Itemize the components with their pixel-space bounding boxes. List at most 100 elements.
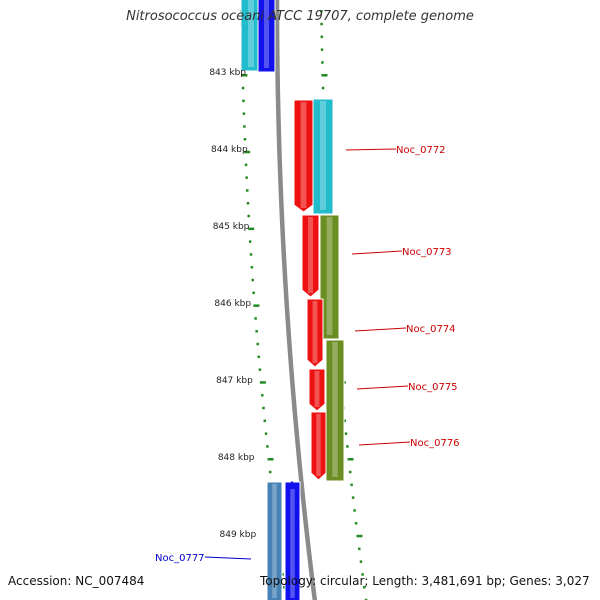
gc-inner-dot [247,214,250,218]
gc-outer-dot [354,522,358,525]
gene-label-leader [351,250,403,255]
ruler-tick-label: 847 kbp [216,376,253,386]
gc-inner-dot [244,163,248,167]
gc-outer-dot [348,470,352,474]
cds-feature-noc-0772-highlight [300,102,307,208]
ruler-tick-label: 846 kbp [214,299,251,309]
cog-feature-olive-highlight [326,217,333,335]
gene-label-leader [356,385,409,390]
gc-outer-dot [320,48,324,51]
gc-outer-dot [321,86,325,90]
gc-outer-dot [359,560,363,563]
ruler-tick-label: 845 kbp [213,222,250,232]
cds-feature-noc-0774[interactable] [306,298,324,368]
cds-feature-noc-0777-highlight [290,484,295,598]
cds-feature-noc-0776[interactable] [310,411,327,481]
cog-feature-cyan-highlight [320,101,326,210]
gc-inner-dot [255,330,258,333]
map-title: Nitrosococcus oceani ATCC 19707, complet… [126,9,474,24]
cog-feature-olive-highlight [332,342,338,477]
gc-outer-dot [351,496,355,499]
gc-inner-dot [251,278,255,282]
gc-outer-dot [353,509,356,512]
gc-inner-dot [246,202,250,205]
gc-outer-dot [321,61,324,64]
cds-feature-noc-0774-highlight [312,301,318,363]
gene-label-noc-0772[interactable]: Noc_0772 [396,145,446,156]
ruler-tick-label: 848 kbp [218,453,255,463]
gene-label-noc-0777[interactable]: Noc_0777 [155,553,205,564]
gc-outer-dot [347,458,354,461]
gc-outer-dot [364,598,368,600]
gc-inner-dot [264,432,268,435]
cds-feature-noc-0776-highlight [316,414,321,476]
cds-feature-blue-highlight [263,0,270,68]
gc-inner-dot [243,125,246,128]
gc-inner-dot [267,458,274,461]
cds-feature-noc-0775[interactable] [308,368,326,412]
topology-text: Topology: circular; Length: 3,481,691 bp… [260,574,590,588]
gc-inner-dot [253,304,260,307]
gc-inner-dot [254,317,257,320]
cds-feature-noc-0777[interactable] [284,481,301,600]
cog-feature-olive[interactable] [319,214,340,340]
gc-outer-dot [350,483,353,487]
cog-feature-steelblue[interactable] [266,481,283,600]
gc-inner-dot [248,240,252,243]
cog-feature-cyan-highlight [248,0,254,67]
gene-label-noc-0776[interactable]: Noc_0776 [410,438,460,449]
gc-outer-dot [356,534,363,538]
gc-outer-dot [343,419,347,423]
gene-label-leader [345,148,397,151]
gc-outer-dot [358,547,361,551]
gc-outer-dot [363,586,366,589]
gc-inner-dot [244,150,251,154]
gene-label-noc-0774[interactable]: Noc_0774 [406,324,456,335]
gc-inner-dot [266,445,269,448]
ruler-tick-label: 844 kbp [211,145,248,155]
gc-inner-dot [242,112,246,115]
cds-feature-noc-0773[interactable] [301,214,320,298]
gc-inner-dot [263,419,267,423]
ruler-tick-label: 843 kbp [209,68,246,78]
gc-outer-dot [320,35,324,39]
gene-label-noc-0773[interactable]: Noc_0773 [402,247,452,258]
genome-backbone [274,0,318,600]
cog-feature-olive[interactable] [325,339,345,482]
gc-inner-dot [268,470,272,474]
gc-outer-dot [361,573,364,576]
gc-inner-dot [241,86,245,90]
cds-arrow-head [285,481,300,489]
gene-label-leader [354,327,407,332]
gene-label-leader [204,556,252,560]
ruler-tick-label: 849 kbp [220,530,257,540]
gc-inner-dot [257,355,261,359]
cog-feature-cyan[interactable] [312,98,334,215]
gc-inner-dot [242,99,245,103]
gc-inner-dot [259,381,266,384]
gc-outer-dot [320,22,323,26]
cds-feature-noc-0773-highlight [307,217,314,293]
gc-inner-dot [261,394,264,397]
cds-feature-blue[interactable] [257,0,276,73]
gc-inner-dot [252,291,255,295]
cds-feature-noc-0772[interactable] [293,99,314,213]
accession-text: Accession: NC_007484 [8,574,145,588]
cds-feature-noc-0775-highlight [314,371,320,407]
gc-inner-dot [250,266,254,269]
cog-feature-steelblue-highlight [272,484,277,598]
gc-inner-dot [249,253,253,256]
gc-inner-dot [243,138,247,141]
gc-inner-dot [245,176,248,179]
gc-inner-dot [248,227,255,231]
gc-inner-dot [281,573,284,576]
gc-inner-dot [246,189,249,192]
gc-inner-dot [256,342,259,346]
gc-outer-dot [321,74,328,77]
gene-label-noc-0775[interactable]: Noc_0775 [408,382,458,393]
gc-outer-dot [320,10,323,13]
gene-label-leader [358,441,411,446]
gc-outer-dot [344,432,348,435]
